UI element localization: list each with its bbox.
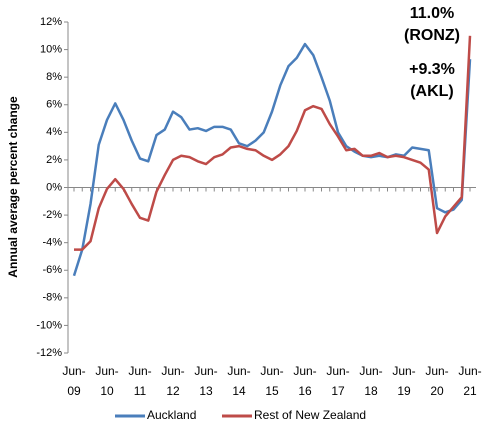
y-tick-label: 10% — [40, 43, 62, 55]
x-tick-label: Jun- 10 — [95, 364, 119, 398]
x-tick-label: Jun- 18 — [359, 364, 383, 398]
y-tick-label: 6% — [46, 99, 62, 111]
annotation: (RONZ) — [404, 27, 460, 44]
y-tick-label: -2% — [42, 209, 62, 221]
y-tick-label: 4% — [46, 126, 62, 138]
x-tick-label: Jun- 15 — [260, 364, 284, 398]
x-tick-label: Jun- 21 — [458, 364, 482, 398]
y-tick-label: 2% — [46, 154, 62, 166]
y-tick-label: -12% — [36, 347, 62, 359]
y-tick-label: -4% — [42, 237, 62, 249]
y-tick-label: -6% — [42, 264, 62, 276]
x-tick-label: Jun- 12 — [161, 364, 185, 398]
x-tick-label: Jun- 14 — [227, 364, 251, 398]
annotation: (AKL) — [410, 83, 454, 100]
line-series — [74, 35, 472, 251]
x-tick-label: Jun- 09 — [62, 364, 86, 398]
y-tick-label: -8% — [42, 292, 62, 304]
y-tick-label: 0% — [46, 181, 62, 193]
legend-label: Rest of New Zealand — [254, 408, 366, 422]
y-tick-label: 8% — [46, 71, 62, 83]
legend-label: Auckland — [147, 408, 196, 422]
x-tick-label: Jun- 20 — [425, 364, 449, 398]
x-tick-label: Jun- 17 — [326, 364, 350, 398]
x-tick-label: Jun- 11 — [128, 364, 152, 398]
x-tick-label: Jun- 19 — [392, 364, 416, 398]
y-axis-label: Annual average percent change — [6, 96, 20, 278]
y-tick-label: 12% — [40, 16, 62, 28]
line-series — [72, 42, 472, 277]
x-tick-label: Jun- 13 — [194, 364, 218, 398]
x-tick-label: Jun- 16 — [293, 364, 317, 398]
annotation: +9.3% — [409, 61, 455, 78]
y-tick-label: -10% — [36, 319, 62, 331]
annotation: 11.0% — [410, 5, 454, 22]
